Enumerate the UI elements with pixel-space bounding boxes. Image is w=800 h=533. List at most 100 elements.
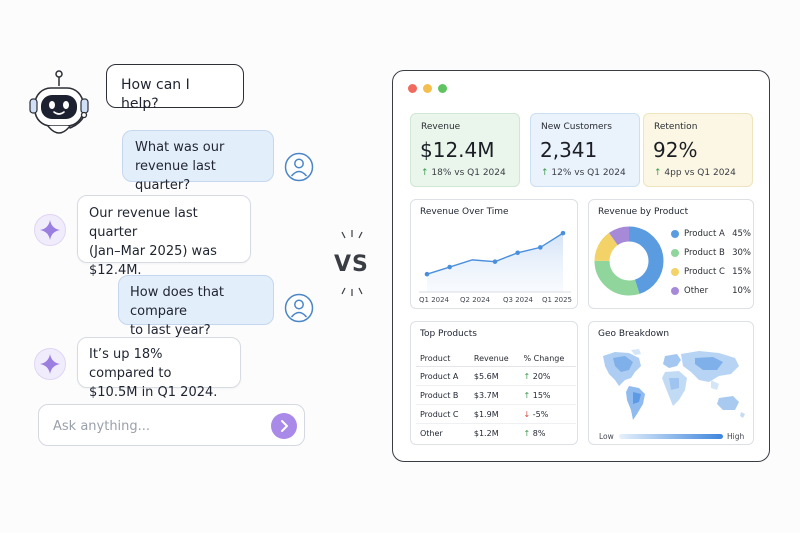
product-cell: Product B: [416, 385, 470, 405]
geo-breakdown-card: Geo Breakdown Low High: [588, 321, 754, 445]
message-line: to last year?: [130, 323, 211, 338]
donut-slice: [594, 226, 664, 296]
vs-burst-icon: [341, 230, 363, 296]
kpi-value: 92%: [653, 138, 698, 162]
message-line: $10.5M in Q1 2024.: [89, 385, 218, 400]
minimize-window-dot[interactable]: [423, 84, 432, 93]
sparkle-icon: [34, 214, 66, 246]
legend-value: 30%: [732, 248, 751, 258]
legend-item: Product A 45%: [671, 229, 751, 241]
revenue-cell: $1.9M: [469, 404, 520, 424]
arrow-up-icon: ↑: [541, 168, 549, 178]
legend-value: 15%: [732, 267, 751, 277]
column-header: % Change: [519, 350, 576, 367]
maximize-window-dot[interactable]: [438, 84, 447, 93]
legend-low-label: Low: [599, 432, 614, 441]
change-value: 20%: [532, 371, 551, 381]
data-point: [424, 271, 430, 277]
card-title: Top Products: [420, 329, 477, 339]
kpi-label: Revenue: [421, 122, 461, 132]
data-point: [560, 230, 566, 236]
legend-name: Product C: [684, 267, 725, 277]
bot-greeting-bubble: How can I help?: [106, 64, 244, 112]
data-point: [515, 250, 520, 256]
kpi-value: 2,341: [540, 138, 598, 162]
legend-item: Product C 15%: [671, 267, 751, 279]
x-tick-label: Q1 2024: [419, 296, 450, 304]
legend-high-label: High: [727, 432, 745, 441]
user-message-bubble: What was our revenue last quarter?: [122, 130, 274, 193]
column-header: Revenue: [469, 350, 520, 367]
kpi-label: Retention: [654, 122, 698, 132]
product-cell: Other: [420, 428, 443, 438]
kpi-label: New Customers: [541, 122, 612, 132]
data-point: [492, 259, 498, 264]
donut-slice: [594, 226, 664, 296]
kpi-change-text: 18% vs Q1 2024: [431, 168, 506, 178]
message-line: revenue last quarter?: [135, 159, 216, 193]
kpi-change: ↑ 12% vs Q1 2024: [541, 168, 626, 178]
revenue-over-time-card: Revenue Over Time Q1 2024 Q2 2024 Q3 202…: [410, 199, 578, 309]
kpi-change-text: 4pp vs Q1 2024: [664, 168, 736, 178]
message-line: It’s up 18% compared to: [89, 347, 172, 381]
table-row: Other $1.2M ↑ 8%: [416, 424, 576, 443]
dashboard-window: Revenue $12.4M ↑ 18% vs Q1 2024 New Cust…: [392, 70, 770, 462]
message-line: What was our: [135, 140, 225, 155]
message-line: Our revenue last quarter: [89, 206, 198, 240]
user-icon: [284, 293, 314, 323]
user-message-bubble: How does that compare to last year?: [118, 275, 274, 338]
arrow-up-icon: ↑: [654, 168, 662, 178]
message-line: How does that compare: [130, 285, 225, 319]
revenue-donut-chart: [594, 226, 664, 296]
user-icon: [284, 152, 314, 182]
kpi-card-new-customers: New Customers 2,341 ↑ 12% vs Q1 2024: [530, 113, 640, 187]
arrow-down-icon: ↓: [523, 409, 531, 419]
revenue-cell: $5.6M: [469, 366, 520, 386]
legend-value: 10%: [732, 286, 751, 296]
card-title: Revenue by Product: [598, 207, 689, 217]
revenue-line-chart: [419, 230, 571, 293]
change-cell: ↑ 15%: [519, 385, 576, 405]
legend-swatch: [671, 268, 679, 276]
kpi-change: ↑ 4pp vs Q1 2024: [654, 168, 736, 178]
top-products-card: Top Products Product Revenue % Change Pr…: [410, 321, 578, 445]
legend-name: Other: [684, 286, 709, 296]
data-point: [538, 245, 543, 250]
legend-name: Product A: [684, 229, 725, 239]
change-cell: ↑ 8%: [519, 424, 576, 443]
arrow-up-icon: ↑: [523, 390, 531, 400]
revenue-cell: $3.7M: [469, 385, 520, 405]
kpi-card-revenue: Revenue $12.4M ↑ 18% vs Q1 2024: [410, 113, 520, 187]
change-cell: ↑ 20%: [519, 366, 576, 386]
table-header-row: Product Revenue % Change: [416, 350, 576, 367]
table-row: Product B $3.7M ↑ 15%: [416, 385, 576, 405]
x-tick-label: Q3 2024: [503, 296, 534, 304]
chat-input[interactable]: [51, 415, 265, 437]
ai-answer-bubble: It’s up 18% compared to $10.5M in Q1 202…: [77, 337, 241, 400]
legend-item: Product B 30%: [671, 248, 751, 260]
robot-icon: [29, 70, 89, 134]
kpi-change: ↑ 18% vs Q1 2024: [421, 168, 506, 178]
legend-name: Product B: [684, 248, 725, 258]
column-header: Product: [416, 350, 470, 367]
revenue-cell: $1.2M: [473, 428, 499, 438]
arrow-up-icon: ↑: [523, 371, 531, 381]
product-cell: Product A: [416, 366, 470, 386]
card-title: Geo Breakdown: [598, 329, 670, 339]
send-button[interactable]: [271, 413, 297, 439]
x-tick-label: Q1 2025: [542, 296, 573, 304]
legend-value: 45%: [732, 229, 751, 239]
chat-input-box: [38, 404, 305, 446]
revenue-by-product-card: Revenue by Product Product A 45% Product…: [588, 199, 754, 309]
change-value: 8%: [532, 428, 546, 438]
message-line: $12.4M.: [89, 263, 142, 278]
sparkle-icon: [34, 348, 66, 380]
change-cell: ↓ -5%: [519, 404, 576, 424]
close-window-dot[interactable]: [408, 84, 417, 93]
kpi-change-text: 12% vs Q1 2024: [551, 168, 626, 178]
product-cell: Product C: [416, 404, 470, 424]
world-map-icon: [603, 349, 745, 420]
legend-swatch: [671, 249, 679, 257]
legend-swatch: [671, 230, 679, 238]
table-row: Product A $5.6M ↑ 20%: [416, 366, 576, 386]
